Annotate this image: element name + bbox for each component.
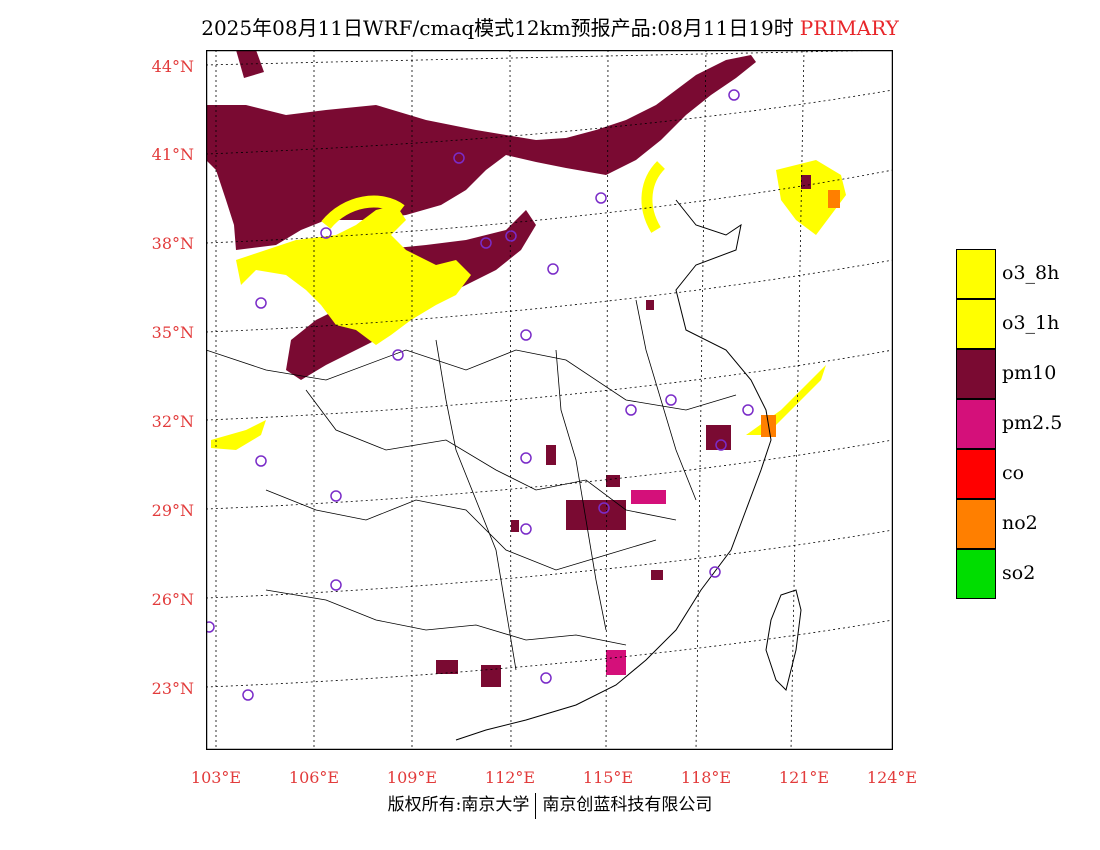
province-borders xyxy=(206,299,737,671)
legend-label: pm2.5 xyxy=(1002,412,1063,434)
no2-patch-ne xyxy=(828,190,840,208)
legend-label: no2 xyxy=(1002,512,1038,534)
map-frame xyxy=(206,50,893,750)
pm25-patch-central xyxy=(631,490,666,504)
title-text: 2025年08月11日WRF/cmaq模式12km预报产品:08月11日19时 xyxy=(201,16,794,40)
legend-swatch xyxy=(956,249,996,299)
lon-label-112: 112°E xyxy=(484,768,536,787)
lat-label-35: 35°N xyxy=(151,323,194,342)
lon-label-103: 103°E xyxy=(190,768,242,787)
lon-label-118: 118°E xyxy=(680,768,732,787)
taiwan-outline xyxy=(765,589,802,691)
lat-label-32: 32°N xyxy=(151,412,194,431)
o3-arc-east xyxy=(641,161,666,233)
map-title: 2025年08月11日WRF/cmaq模式12km预报产品:08月11日19时 P… xyxy=(0,12,1100,41)
pm25-patch-south xyxy=(606,650,626,675)
lat-label-29: 29°N xyxy=(151,501,194,520)
lat-label-26: 26°N xyxy=(151,590,194,609)
lat-label-41: 41°N xyxy=(151,145,194,164)
legend-label: o3_1h xyxy=(1002,312,1060,334)
o3-ne-blob xyxy=(776,160,846,235)
legend-swatch xyxy=(956,349,996,399)
pm10-scatter xyxy=(436,175,811,687)
title-tag: PRIMARY xyxy=(799,16,899,40)
o3-west xyxy=(211,420,266,450)
legend-swatch xyxy=(956,549,996,599)
legend-swatch xyxy=(956,299,996,349)
legend-swatch xyxy=(956,449,996,499)
o3-ring xyxy=(321,195,405,230)
copyright-left: 版权所有:南京大学 xyxy=(387,795,530,815)
lon-label-109: 109°E xyxy=(386,768,438,787)
legend-label: so2 xyxy=(1002,562,1036,584)
lat-label-38: 38°N xyxy=(151,234,194,253)
lon-label-106: 106°E xyxy=(288,768,340,787)
lon-label-121: 121°E xyxy=(778,768,830,787)
pm10-patch-top xyxy=(236,50,264,78)
lat-label-23: 23°N xyxy=(151,679,194,698)
legend-label: co xyxy=(1002,462,1025,484)
pollution-map xyxy=(206,50,893,750)
graticule xyxy=(206,50,893,750)
o3-coast-band xyxy=(746,365,826,435)
legend-label: pm10 xyxy=(1002,362,1057,384)
legend-swatch xyxy=(956,499,996,549)
lon-label-115: 115°E xyxy=(582,768,634,787)
lat-label-44: 44°N xyxy=(151,57,194,76)
copyright-right: 南京创蓝科技有限公司 xyxy=(542,795,713,815)
city-markers xyxy=(206,89,754,701)
footer-divider xyxy=(535,792,537,819)
copyright-footer: 版权所有:南京大学 南京创蓝科技有限公司 xyxy=(0,790,1100,819)
lon-label-124: 124°E xyxy=(866,768,918,787)
pm10-region-north xyxy=(206,55,756,250)
legend-label: o3_8h xyxy=(1002,262,1060,284)
legend-swatch xyxy=(956,399,996,449)
coastline xyxy=(455,199,772,741)
